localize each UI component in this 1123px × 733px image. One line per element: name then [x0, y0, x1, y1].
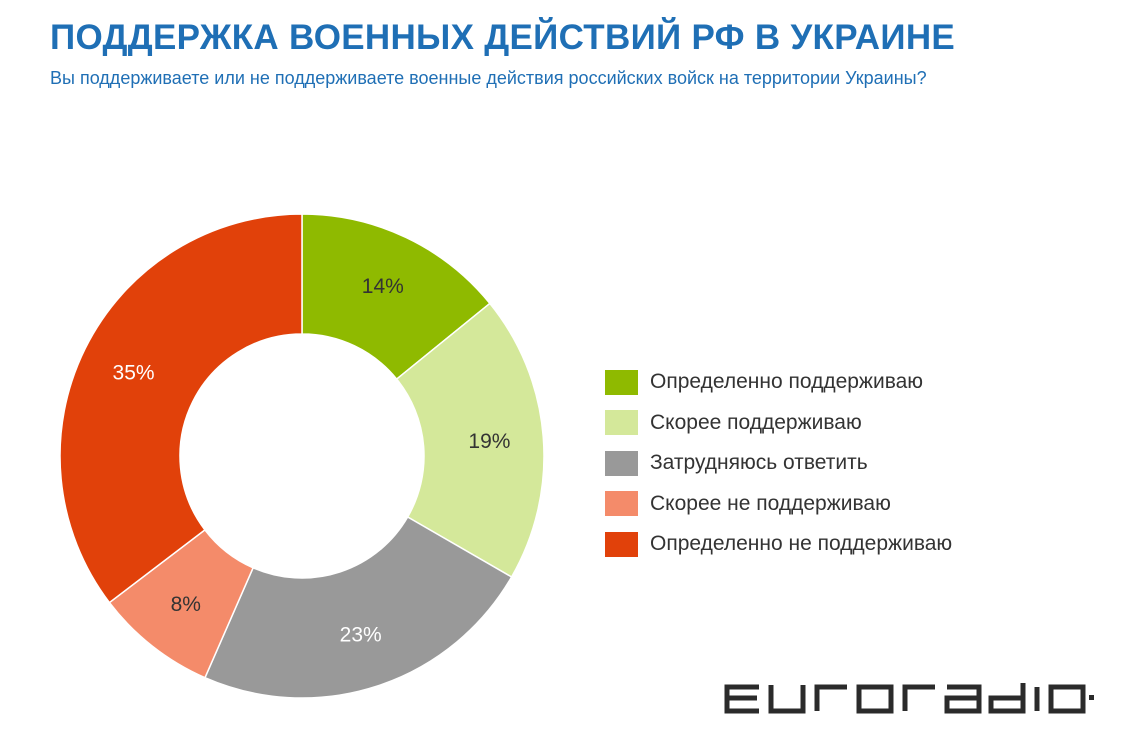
donut-slice [395, 302, 545, 579]
donut-slice [301, 213, 491, 381]
legend-swatch [605, 491, 638, 517]
legend-swatch [605, 450, 638, 476]
slice-label: 8% [171, 593, 201, 616]
slice-label: 14% [362, 275, 404, 298]
donut-chart: 14% 19% 23% 8% 35% [59, 213, 545, 699]
chart-subtitle: Вы поддерживаете или не поддерживаете во… [50, 68, 927, 88]
legend-swatch [605, 369, 638, 395]
legend-label: Определенно не поддерживаю [650, 532, 953, 556]
legend-label: Скорее поддерживаю [650, 410, 862, 434]
legend-item: Затрудняюсь ответить [605, 443, 952, 484]
legend-label: Скорее не поддерживаю [650, 491, 891, 515]
slice-label: 19% [468, 430, 510, 453]
donut-slice [59, 213, 303, 604]
legend-label: Затрудняюсь ответить [650, 451, 868, 475]
chart-title: ПОДДЕРЖКА ВОЕННЫХ ДЕЙСТВИЙ РФ В УКРАИНЕ [50, 18, 956, 57]
legend-item: Определенно не поддерживаю [605, 524, 952, 565]
chart-legend: Определенно поддерживаю Скорее поддержив… [605, 362, 952, 565]
euroradio-logo [724, 683, 1094, 714]
legend-swatch [605, 410, 638, 436]
legend-label: Определенно поддерживаю [650, 370, 924, 394]
legend-item: Определенно поддерживаю [605, 362, 952, 403]
slice-label: 35% [113, 362, 155, 385]
legend-item: Скорее поддерживаю [605, 403, 952, 444]
legend-item: Скорее не поддерживаю [605, 484, 952, 525]
donut-slice [203, 515, 513, 699]
legend-swatch [605, 531, 638, 557]
slice-label: 23% [340, 624, 382, 647]
